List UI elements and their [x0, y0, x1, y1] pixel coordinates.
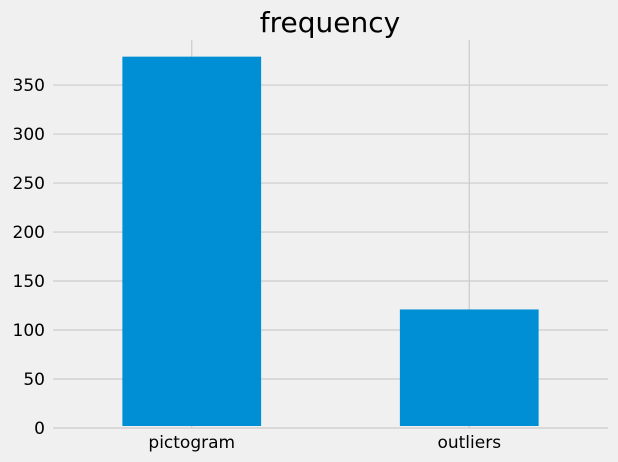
chart-title: frequency — [260, 6, 400, 39]
x-tick-label: outliers — [437, 433, 501, 453]
x-tick-label: pictogram — [148, 433, 235, 453]
y-tick-label: 50 — [23, 370, 45, 390]
y-tick-label: 0 — [34, 419, 45, 439]
y-tick-label: 250 — [13, 174, 45, 194]
bar-outliers — [399, 309, 539, 426]
y-axis-tick-labels: 0 50 100 150 200 250 300 350 — [13, 76, 45, 439]
bar-pictogram — [122, 56, 262, 427]
x-axis-tick-labels: pictogram outliers — [148, 433, 501, 453]
y-tick-label: 100 — [13, 321, 45, 341]
y-tick-label: 350 — [13, 76, 45, 96]
y-tick-label: 200 — [13, 223, 45, 243]
y-tick-label: 150 — [13, 272, 45, 292]
y-tick-label: 300 — [13, 125, 45, 145]
bars — [122, 56, 539, 427]
